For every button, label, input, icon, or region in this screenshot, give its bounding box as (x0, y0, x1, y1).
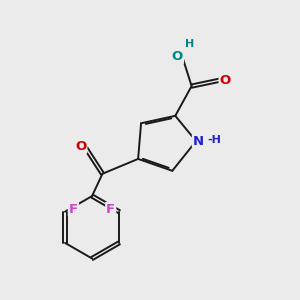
Text: O: O (172, 50, 183, 63)
Text: O: O (75, 140, 86, 153)
Text: H: H (185, 40, 195, 50)
Text: -H: -H (207, 135, 221, 145)
Text: N: N (193, 135, 204, 148)
Text: O: O (220, 74, 231, 87)
Text: F: F (69, 203, 78, 216)
Text: F: F (106, 203, 115, 216)
